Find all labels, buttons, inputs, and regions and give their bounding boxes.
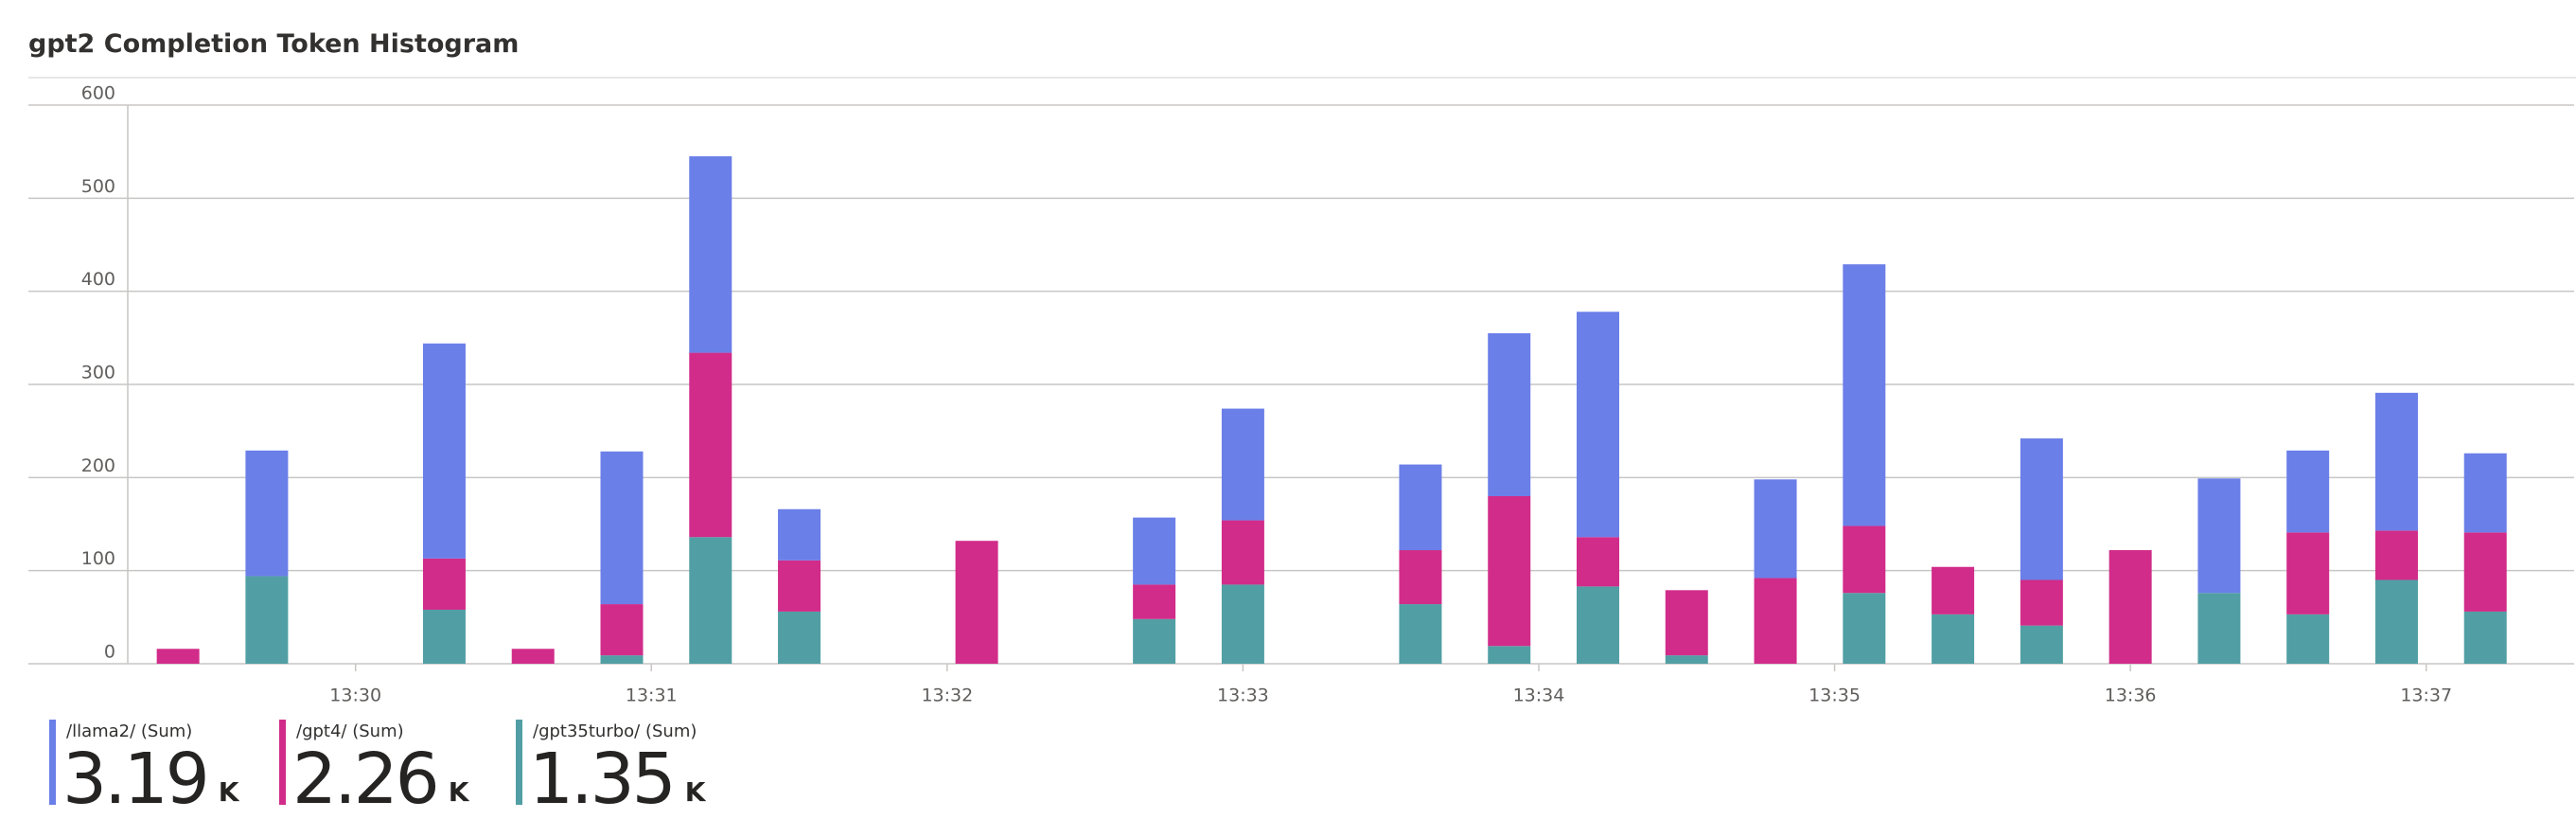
bar-segment bbox=[1932, 566, 1975, 614]
bar-segment bbox=[422, 609, 466, 664]
bar-segment bbox=[1399, 604, 1442, 664]
bar-segment bbox=[1488, 496, 1531, 647]
bar-segment bbox=[2020, 438, 2063, 580]
bar-segment bbox=[1221, 584, 1264, 664]
legend-swatch bbox=[516, 720, 522, 805]
bar-segment bbox=[2374, 579, 2418, 664]
bar-segment bbox=[600, 451, 644, 605]
chart-title: gpt2 Completion Token Histogram bbox=[28, 29, 519, 59]
bar-segment bbox=[689, 352, 732, 538]
bar-segment bbox=[422, 343, 466, 559]
bar-segment bbox=[1488, 646, 1531, 664]
legend-swatch bbox=[49, 720, 56, 805]
y-tick-label: 200 bbox=[81, 455, 115, 476]
x-tick-label: 13:37 bbox=[2400, 686, 2452, 706]
bar-segment bbox=[1665, 655, 1708, 664]
bar-segment bbox=[1843, 264, 1886, 526]
bar-segment bbox=[1577, 537, 1620, 587]
bar-segment bbox=[778, 508, 821, 561]
x-tick-label: 13:31 bbox=[626, 686, 678, 706]
bar-segment bbox=[2374, 392, 2418, 531]
bar-segment bbox=[2197, 478, 2241, 594]
y-tick-label: 600 bbox=[81, 83, 115, 104]
x-tick-label: 13:32 bbox=[921, 686, 973, 706]
y-tick-label: 400 bbox=[81, 269, 115, 290]
bar-segment bbox=[1754, 479, 1797, 579]
bar-segment bbox=[2286, 532, 2330, 614]
bar-segment bbox=[2108, 550, 2152, 664]
bar-segment bbox=[1399, 464, 1442, 551]
bar-segment bbox=[1399, 550, 1442, 605]
y-tick-label: 0 bbox=[104, 642, 115, 663]
legend-unit: K bbox=[685, 776, 707, 808]
legend-total: 2.26 bbox=[292, 739, 437, 820]
bar-segment bbox=[1133, 584, 1176, 619]
legend-swatch bbox=[279, 720, 286, 805]
bar-segment bbox=[1577, 586, 1620, 664]
bar-segment bbox=[156, 649, 200, 664]
bar-segment bbox=[1221, 408, 1264, 521]
bar-segment bbox=[778, 611, 821, 664]
bar-segment bbox=[2463, 611, 2507, 664]
bar-segment bbox=[600, 604, 644, 656]
y-tick-label: 500 bbox=[81, 176, 115, 197]
y-tick-label: 300 bbox=[81, 363, 115, 383]
bar-segment bbox=[1488, 332, 1531, 496]
bar-segment bbox=[778, 560, 821, 612]
bar-segment bbox=[245, 450, 289, 577]
bar-segment bbox=[1577, 312, 1620, 538]
bar-segment bbox=[689, 156, 732, 353]
legend-name: /gpt35turbo/ (Sum) bbox=[533, 721, 697, 741]
legend-unit: K bbox=[219, 776, 240, 808]
bar-segment bbox=[2463, 532, 2507, 612]
bar-segment bbox=[1133, 517, 1176, 585]
y-tick-label: 100 bbox=[81, 548, 115, 569]
bar-segment bbox=[2463, 453, 2507, 533]
bar-segment bbox=[1843, 593, 1886, 664]
legend-name: /gpt4/ (Sum) bbox=[296, 721, 404, 741]
bar-segment bbox=[2020, 579, 2063, 626]
bar-segment bbox=[422, 558, 466, 610]
legend-total: 1.35 bbox=[529, 739, 674, 820]
bar-segment bbox=[2286, 614, 2330, 664]
bar-segment bbox=[1754, 578, 1797, 664]
bar-segment bbox=[1843, 525, 1886, 594]
bar-segment bbox=[1932, 614, 1975, 664]
bar-segment bbox=[2286, 450, 2330, 533]
x-tick-label: 13:34 bbox=[1513, 686, 1565, 706]
bar-segment bbox=[511, 649, 555, 664]
bar-segment bbox=[689, 537, 732, 664]
bar-segment bbox=[2020, 625, 2063, 664]
x-tick-label: 13:33 bbox=[1217, 686, 1269, 706]
legend-total: 3.19 bbox=[62, 739, 207, 820]
bar-segment bbox=[2197, 593, 2241, 664]
x-tick-label: 13:35 bbox=[1808, 686, 1861, 706]
legend-name: /llama2/ (Sum) bbox=[66, 721, 192, 741]
bar-segment bbox=[2374, 530, 2418, 580]
x-tick-label: 13:36 bbox=[2105, 686, 2157, 706]
bar-segment bbox=[955, 541, 998, 664]
bar-segment bbox=[1665, 590, 1708, 656]
bar-segment bbox=[245, 576, 289, 664]
legend-unit: K bbox=[449, 776, 470, 808]
bar-segment bbox=[600, 655, 644, 664]
bar-segment bbox=[1221, 520, 1264, 585]
x-tick-label: 13:30 bbox=[329, 686, 381, 706]
bar-segment bbox=[1133, 618, 1176, 664]
